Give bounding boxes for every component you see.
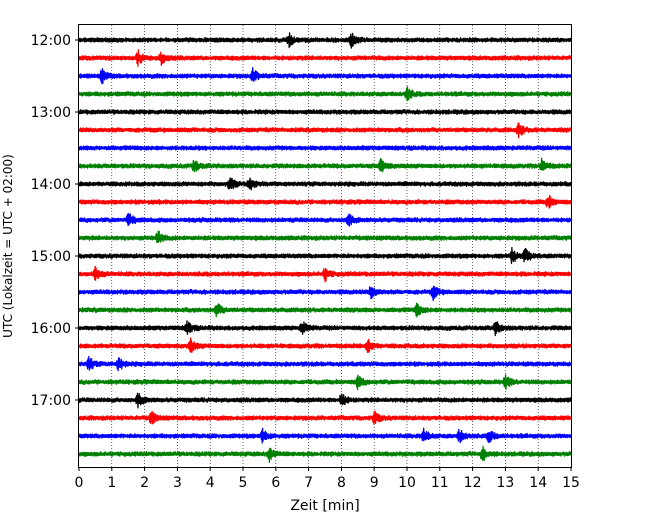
plot-frame — [78, 24, 572, 468]
trace-line — [78, 265, 572, 283]
trace-line — [78, 320, 572, 337]
trace-line — [78, 392, 572, 409]
trace-line — [78, 144, 572, 151]
x-tick-label: 3 — [173, 475, 182, 491]
x-tick-label: 5 — [239, 475, 248, 491]
y-tick-label: 17:00 — [31, 393, 71, 409]
trace-line — [78, 86, 572, 102]
trace-line — [78, 109, 572, 115]
trace-line — [78, 67, 572, 85]
x-tick-label: 1 — [107, 475, 116, 491]
trace-line — [78, 355, 572, 372]
trace-line — [78, 194, 572, 209]
trace-line — [78, 445, 572, 463]
x-tick-label: 11 — [431, 475, 449, 491]
x-tick-label: 9 — [370, 475, 379, 491]
x-tick-label: 0 — [75, 475, 84, 491]
y-axis-ticks: 12:00 13:00 14:00 15:00 16:00 17:00 — [31, 33, 79, 409]
trace-line — [78, 246, 572, 264]
x-tick-label: 14 — [529, 475, 547, 491]
y-tick-label: 13:00 — [31, 105, 71, 121]
y-tick-label: 16:00 — [31, 321, 71, 337]
trace-line — [78, 177, 572, 191]
x-tick-label: 2 — [140, 475, 149, 491]
x-tick-label: 7 — [304, 475, 313, 491]
y-axis-title: UTC (Lokalzeit = UTC + 02:00) — [1, 154, 15, 338]
trace-line — [78, 285, 572, 302]
trace-line — [78, 302, 572, 318]
trace-line — [78, 213, 572, 227]
x-tick-label: 12 — [464, 475, 482, 491]
x-axis-title: Zeit [min] — [290, 498, 359, 514]
trace-line — [78, 337, 572, 353]
trace-line — [78, 49, 572, 67]
trace-line — [78, 230, 572, 244]
trace-line — [78, 427, 572, 444]
x-tick-label: 10 — [398, 475, 416, 491]
y-tick-label: 14:00 — [31, 177, 71, 193]
x-tick-label: 4 — [206, 475, 215, 491]
y-tick-label: 15:00 — [31, 249, 71, 265]
trace-line — [78, 122, 572, 139]
trace-line — [78, 374, 572, 391]
x-tick-label: 15 — [562, 475, 580, 491]
y-tick-label: 12:00 — [31, 33, 71, 49]
x-tick-label: 13 — [496, 475, 514, 491]
x-axis-ticks: 0 1 2 3 4 5 6 7 8 9 10 11 12 13 14 15 — [75, 467, 580, 491]
x-tick-label: 6 — [271, 475, 280, 491]
x-tick-label: 8 — [337, 475, 346, 491]
trace-line — [78, 32, 572, 49]
trace-line — [78, 157, 572, 173]
seismic-traces — [78, 32, 572, 463]
trace-line — [78, 410, 572, 425]
